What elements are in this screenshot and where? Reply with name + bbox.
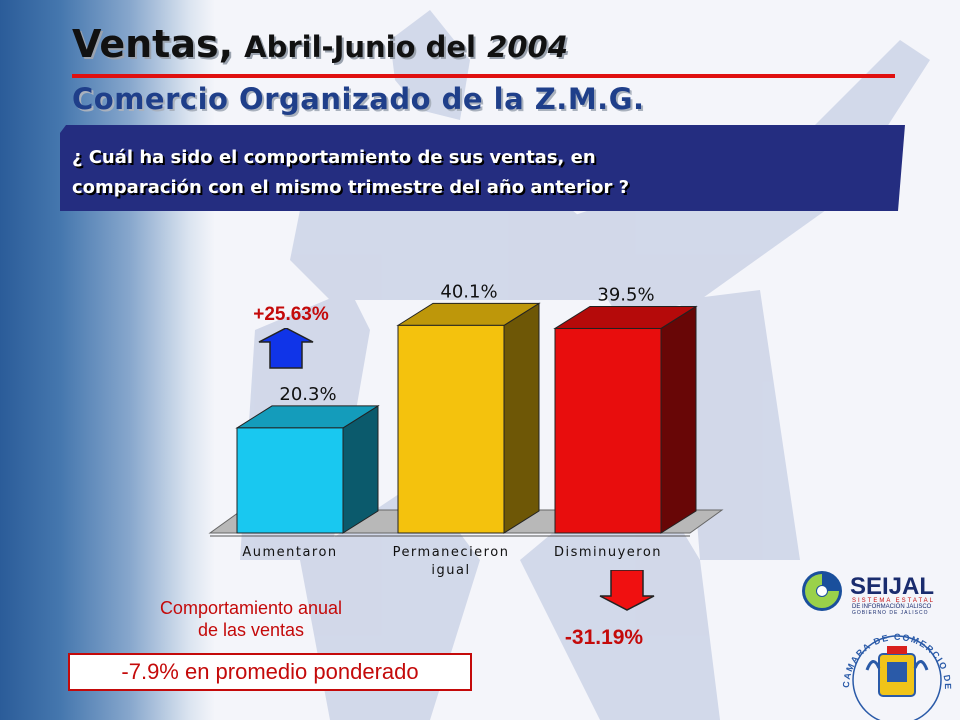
annual-line-1: Comportamiento anual [159, 598, 343, 618]
bar-front [397, 324, 505, 534]
annual-behavior-label: Comportamiento anual de las ventas [86, 597, 416, 641]
page-subtitle: Comercio Organizado de la Z.M.G. [72, 82, 645, 116]
seijal-tagline-1: SISTEMA ESTATAL [852, 598, 935, 604]
seijal-logo: SEIJAL SISTEMA ESTATAL DE INFORMACIÓN JA… [802, 571, 935, 616]
question-banner [60, 125, 905, 211]
title-year: 2004 [487, 30, 568, 64]
annual-line-2: de las ventas [197, 620, 305, 640]
decrease-annotation: -31.19% [565, 626, 644, 649]
bar-3 [553, 305, 698, 534]
question-text: ¿ Cuál ha sido el comportamiento de sus … [72, 143, 892, 203]
down-arrow-icon [599, 570, 655, 611]
bar-front [236, 427, 344, 534]
bar-front [554, 327, 662, 534]
category-label: Disminuyeron [554, 545, 662, 560]
question-line-2: comparación con el mismo trimestre del a… [72, 177, 630, 198]
camara-comercio-seal: CAMARA DE COMERCIO DE GUADALAJARA [835, 628, 952, 720]
data-label: 39.5% [597, 284, 654, 305]
bar-2 [396, 302, 541, 534]
title-rule [72, 74, 895, 78]
weighted-average-box: -7.9% en promedio ponderado [68, 653, 472, 691]
up-arrow-icon [258, 328, 314, 369]
category-label: Permanecieron [393, 545, 510, 560]
data-label: 40.1% [440, 281, 497, 302]
question-line-1: ¿ Cuál ha sido el comportamiento de sus … [72, 147, 596, 168]
title-main: Ventas [72, 22, 219, 66]
seijal-emblem-swirl [805, 574, 839, 608]
data-label: 20.3% [279, 384, 336, 405]
title-separator: , [218, 22, 234, 66]
category-label: Aumentaron [242, 545, 337, 560]
title-period: Abril-Junio del [244, 30, 477, 64]
bar-1 [235, 404, 380, 534]
seijal-name: SEIJAL [850, 573, 934, 600]
increase-annotation: +25.63% [253, 304, 329, 325]
bar-side [503, 302, 540, 534]
left-gradient-band [0, 0, 215, 720]
bar-side [660, 305, 697, 534]
page-title: Ventas, Abril-Junio del 2004 [72, 22, 568, 66]
seijal-tagline-3: GOBIERNO DE JALISCO [852, 610, 929, 616]
category-label: igual [431, 563, 470, 578]
seijal-tagline-2: DE INFORMACIÓN JALISCO [852, 603, 932, 610]
